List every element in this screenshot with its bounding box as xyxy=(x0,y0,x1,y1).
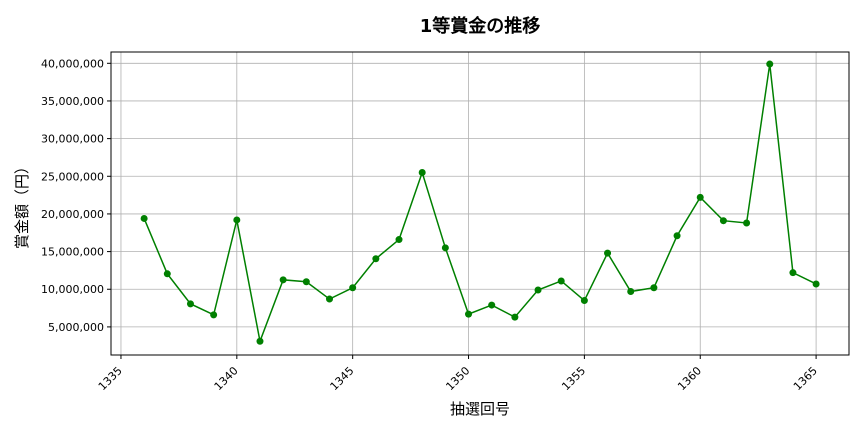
data-point xyxy=(488,301,496,309)
data-point xyxy=(511,313,519,321)
data-point xyxy=(418,169,426,177)
data-point xyxy=(719,217,727,225)
data-point xyxy=(326,295,334,303)
x-tick-label: 1365 xyxy=(791,364,820,393)
data-point xyxy=(279,276,287,284)
data-point xyxy=(163,270,171,278)
data-point xyxy=(557,277,565,285)
x-axis-label: 抽選回号 xyxy=(450,400,510,418)
x-tick-label: 1340 xyxy=(212,364,241,393)
data-point xyxy=(696,193,704,201)
data-point xyxy=(673,232,681,240)
x-axis-ticks: 1335 1340 1345 1350 1355 1360 1365 xyxy=(96,355,820,393)
data-point xyxy=(372,255,380,263)
x-tick-label: 1335 xyxy=(96,364,125,393)
plot-frame xyxy=(110,51,850,356)
y-tick-label: 10,000,000 xyxy=(41,283,104,296)
series-path xyxy=(143,63,817,344)
y-tick-label: 5,000,000 xyxy=(48,321,104,334)
data-point xyxy=(395,236,403,244)
data-point xyxy=(210,311,218,319)
data-point xyxy=(766,60,774,68)
data-point xyxy=(140,214,148,222)
data-point xyxy=(534,286,542,294)
data-point xyxy=(604,249,612,257)
data-point xyxy=(580,297,588,305)
data-point xyxy=(465,310,473,318)
x-tick-label: 1355 xyxy=(559,364,588,393)
data-point xyxy=(186,300,194,308)
series-line xyxy=(140,60,820,345)
data-point xyxy=(650,284,658,292)
y-tick-label: 15,000,000 xyxy=(41,246,104,259)
data-point xyxy=(349,284,357,292)
y-tick-label: 20,000,000 xyxy=(41,208,104,221)
y-tick-label: 35,000,000 xyxy=(41,95,104,108)
data-point xyxy=(789,269,797,277)
y-axis-label: 賞金額（円） xyxy=(13,159,31,249)
y-tick-label: 25,000,000 xyxy=(41,170,104,183)
data-point xyxy=(441,244,449,252)
y-tick-label: 30,000,000 xyxy=(41,133,104,146)
data-point xyxy=(256,337,264,345)
x-tick-label: 1345 xyxy=(328,364,357,393)
chart-title: 1等賞金の推移 xyxy=(420,15,541,37)
y-axis-ticks: 5,000,000 10,000,000 15,000,000 20,000,000 2… xyxy=(41,57,111,334)
grid xyxy=(111,52,849,355)
data-point xyxy=(627,288,635,296)
x-tick-label: 1360 xyxy=(675,364,704,393)
data-point xyxy=(233,216,241,224)
y-tick-label: 40,000,000 xyxy=(41,57,104,70)
data-point xyxy=(302,278,310,286)
data-point xyxy=(743,219,751,227)
x-tick-label: 1350 xyxy=(443,364,472,393)
data-point xyxy=(812,280,820,288)
